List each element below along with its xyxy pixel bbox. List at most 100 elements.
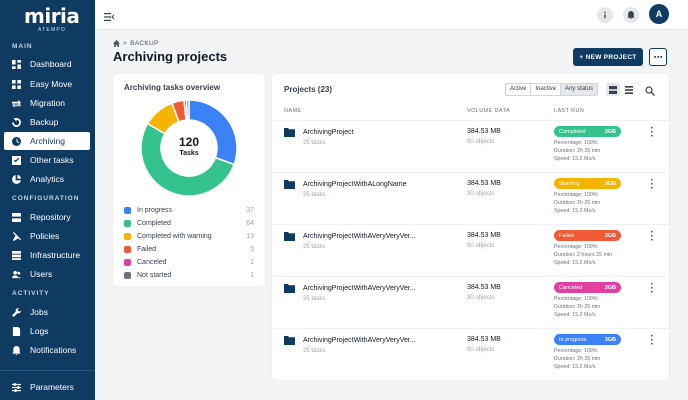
sidebar-item-label: Repository <box>30 212 71 222</box>
table-row[interactable]: ArchivingProject 25 tasks 384.53 MB 30 obje… <box>272 120 669 172</box>
legend-count: 5 <box>250 246 254 253</box>
menu-toggle-icon[interactable] <box>104 9 115 21</box>
sidebar-item-migration[interactable]: Migration <box>4 94 90 112</box>
new-project-button[interactable]: + NEW PROJECT <box>573 48 643 66</box>
status-badge: Canceled 3GB <box>554 282 621 293</box>
info-button[interactable] <box>597 7 613 23</box>
donut-slice[interactable] <box>140 122 236 197</box>
sidebar-item-jobs[interactable]: Jobs <box>4 303 90 321</box>
sidebar-item-repository[interactable]: Repository <box>4 208 90 226</box>
volume-size: 384.53 MB <box>467 284 501 291</box>
row-actions-button[interactable]: · · · <box>650 227 654 246</box>
project-name[interactable]: ArchivingProjectWithAVeryVeryVer... <box>303 285 416 292</box>
project-task-count: 25 tasks <box>303 244 326 250</box>
sidebar-item-easy-move[interactable]: Easy Move <box>4 75 90 93</box>
compact-view-button[interactable] <box>622 83 636 96</box>
sidebar-item-analytics[interactable]: Analytics <box>4 170 90 188</box>
status-badge: In progress 3GB <box>554 334 621 345</box>
run-speed: Speed: 15.2 Mo/s <box>554 260 596 266</box>
legend-swatch <box>124 207 131 214</box>
folder-icon <box>284 284 295 293</box>
avatar[interactable]: A <box>649 4 669 24</box>
object-count: 30 objects <box>467 139 495 145</box>
home-icon[interactable] <box>113 40 120 47</box>
breadcrumb-backup[interactable]: BACKUP <box>130 40 159 47</box>
project-name[interactable]: ArchivingProjectWithAVeryVeryVer... <box>303 337 416 344</box>
legend-count: 37 <box>246 207 254 214</box>
legend-item[interactable]: Completed with warning 13 <box>124 231 254 242</box>
project-task-count: 25 tasks <box>303 296 326 302</box>
donut-slice[interactable] <box>185 99 190 121</box>
project-name[interactable]: ArchivingProjectWithAVeryVeryVer... <box>303 233 416 240</box>
column-header-volume[interactable]: VOLUME DATA <box>467 108 511 114</box>
run-percentage: Percentage: 100% <box>554 244 598 250</box>
sidebar-item-label: Analytics <box>30 174 65 184</box>
sidebar-item-label: Notifications <box>30 345 77 355</box>
sidebar-item-parameters[interactable]: Parameters <box>4 378 90 396</box>
legend-item[interactable]: Canceled 1 <box>124 257 254 268</box>
sidebar-item-infrastructure[interactable]: Infrastructure <box>4 246 90 264</box>
sidebar: miria ATEMPO MAIN Dashboard Easy Move Mi… <box>0 0 95 400</box>
sidebar-item-policies[interactable]: Policies <box>4 227 90 245</box>
column-header-last-run[interactable]: LAST RUN <box>554 108 585 114</box>
sidebar-item-archiving[interactable]: Archiving <box>4 132 90 150</box>
legend-item[interactable]: Completed 64 <box>124 218 254 229</box>
volume-size: 384.53 MB <box>467 232 501 239</box>
analytics-icon <box>11 174 21 184</box>
backup-icon <box>11 117 21 127</box>
sidebar-item-label: Policies <box>30 231 60 241</box>
column-header-name[interactable]: NAME <box>284 108 302 114</box>
project-name[interactable]: ArchivingProjectWithALongName <box>303 181 407 188</box>
table-row[interactable]: ArchivingProjectWithALongName 25 tasks 384… <box>272 172 669 224</box>
notifications-button[interactable] <box>623 7 639 23</box>
legend-item[interactable]: Failed 5 <box>124 244 254 255</box>
search-icon <box>645 86 655 96</box>
sidebar-item-label: Infrastructure <box>30 250 81 260</box>
migration-icon <box>11 98 21 108</box>
list-view-button[interactable] <box>606 83 620 96</box>
legend-item[interactable]: Not started 1 <box>124 270 254 281</box>
projects-title: Projects (23) <box>284 85 333 94</box>
table-row[interactable]: ArchivingProjectWithAVeryVeryVer... 25 ta… <box>272 224 669 276</box>
volume-size: 384.53 MB <box>467 180 501 187</box>
page-title: Archiving projects <box>113 49 228 64</box>
logo-subtext: ATEMPO <box>38 27 66 33</box>
status-badge: Completed 3GB <box>554 126 621 137</box>
row-actions-button[interactable]: · · · <box>650 123 654 142</box>
bell-icon <box>627 11 635 19</box>
more-options-button[interactable]: ⋯ <box>649 48 667 66</box>
filter-any-status[interactable]: Any status <box>561 84 598 95</box>
sidebar-item-users[interactable]: Users <box>4 265 90 283</box>
legend-label: Not started <box>137 272 172 279</box>
object-count: 30 objects <box>467 191 495 197</box>
legend-item[interactable]: In progress 37 <box>124 205 254 216</box>
row-actions-button[interactable]: · · · <box>650 331 654 350</box>
legend-swatch <box>124 246 131 253</box>
sidebar-item-label: Parameters <box>30 382 74 392</box>
table-row[interactable]: ArchivingProjectWithAVeryVeryVer... 25 ta… <box>272 276 669 328</box>
legend-label: Canceled <box>137 259 167 266</box>
project-name[interactable]: ArchivingProject <box>303 129 354 136</box>
row-actions-button[interactable]: · · · <box>650 175 654 194</box>
tasks-donut-chart <box>140 99 238 197</box>
status-label: Failed <box>559 232 574 239</box>
filter-active[interactable]: Active <box>506 84 532 95</box>
tasks-icon <box>11 155 21 165</box>
sidebar-item-dashboard[interactable]: Dashboard <box>4 55 90 73</box>
miria-logo[interactable]: miria ATEMPO <box>24 6 80 36</box>
row-actions-button[interactable]: · · · <box>650 279 654 298</box>
sidebar-item-logs[interactable]: Logs <box>4 322 90 340</box>
search-button[interactable] <box>645 83 658 96</box>
legend-swatch <box>124 233 131 240</box>
folder-icon <box>284 232 295 241</box>
run-percentage: Percentage: 100% <box>554 296 598 302</box>
legend-swatch <box>124 259 131 266</box>
filter-inactive[interactable]: Inactive <box>531 84 562 95</box>
sidebar-item-backup[interactable]: Backup <box>4 113 90 131</box>
status-size: 3GB <box>604 180 616 187</box>
table-row[interactable]: ArchivingProjectWithAVeryVeryVer... 25 ta… <box>272 328 669 380</box>
volume-size: 384.53 MB <box>467 128 501 135</box>
run-percentage: Percentage: 100% <box>554 348 598 354</box>
sidebar-item-notifications[interactable]: Notifications <box>4 341 90 359</box>
sidebar-item-other-tasks[interactable]: Other tasks <box>4 151 90 169</box>
